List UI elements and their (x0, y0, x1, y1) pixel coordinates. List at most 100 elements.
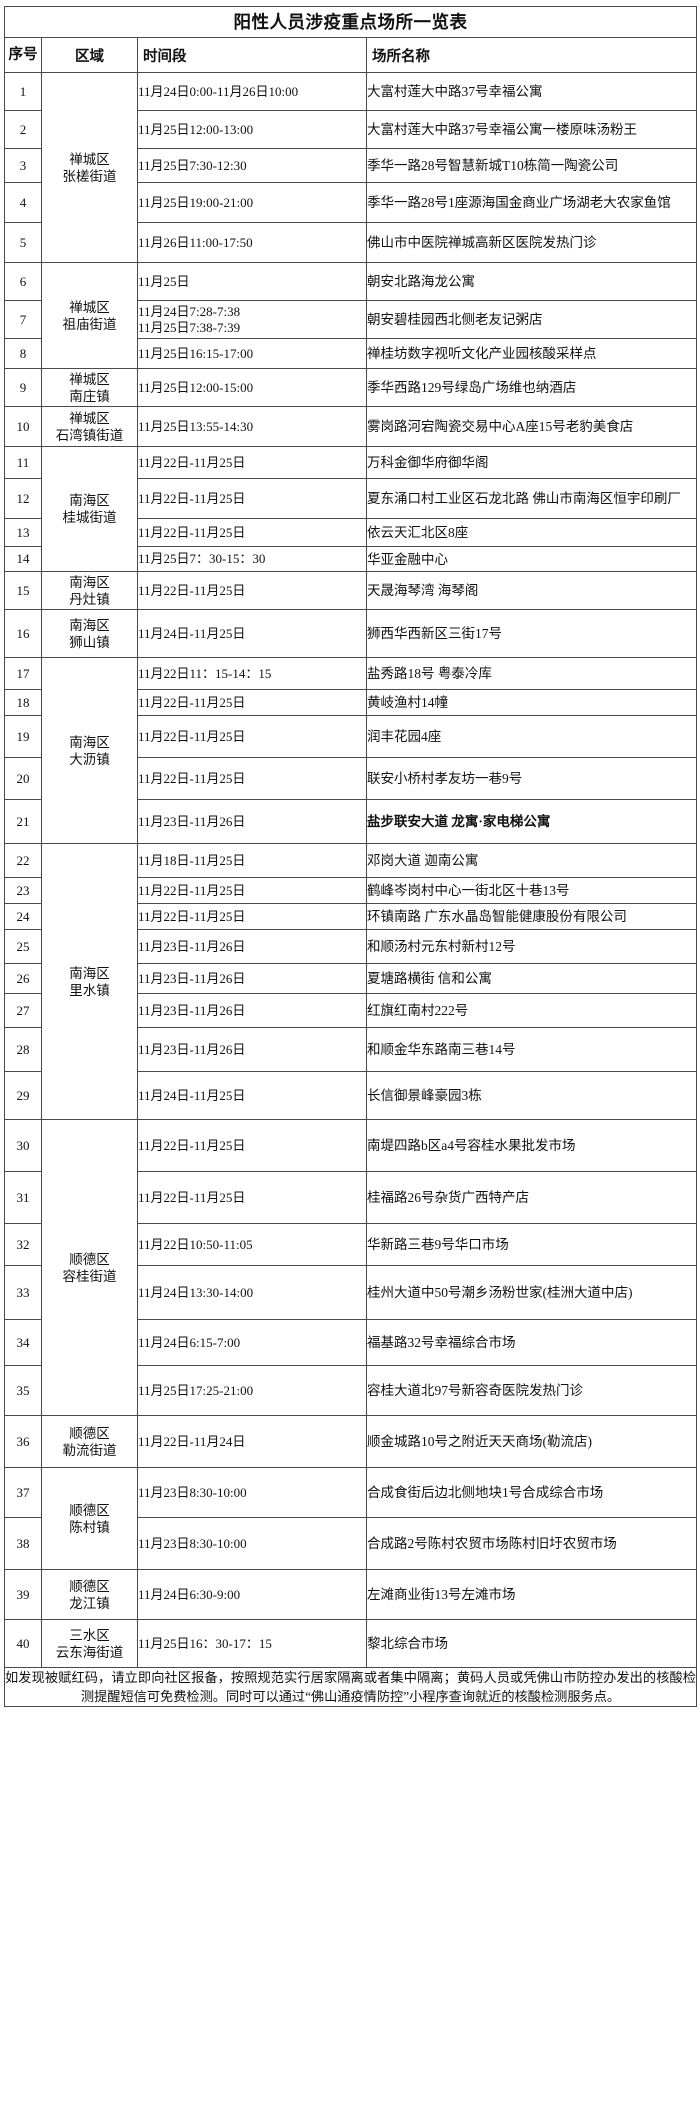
time-line: 11月22日-11月25日 (138, 694, 246, 710)
cell-place: 环镇南路 广东水晶岛智能健康股份有限公司 (366, 903, 697, 930)
region-line: 勒流街道 (62, 1442, 117, 1458)
cell-region: 顺德区 容桂街道 (41, 1119, 138, 1416)
cell-place: 和顺金华东路南三巷14号 (366, 1027, 697, 1072)
cell-place: 依云天汇北区8座 (366, 518, 697, 547)
table-row: 14 11月25日7：30-15：30 华亚金融中心 (4, 546, 697, 572)
time-line: 11月25日13:55-14:30 (138, 418, 254, 434)
cell-time: 11月22日-11月25日 (137, 1119, 367, 1172)
time-line: 11月24日-11月25日 (138, 1087, 246, 1103)
cell-time: 11月23日8:30-10:00 (137, 1467, 367, 1518)
cell-time: 11月24日0:00-11月26日10:00 (137, 72, 367, 111)
cell-seq: 4 (4, 182, 42, 223)
time-line: 11月25日16:15-17:00 (138, 345, 254, 361)
cell-place: 盐步联安大道 龙寓·家电梯公寓 (366, 799, 697, 844)
table-row: 5 11月26日11:00-17:50 佛山市中医院禅城高新区医院发热门诊 (4, 222, 697, 263)
cell-seq: 32 (4, 1223, 42, 1266)
cell-place: 红旗红南村222号 (366, 993, 697, 1028)
time-line: 11月24日7:28-7:38 (138, 303, 241, 319)
cell-time: 11月24日7:28-7:38 11月25日7:38-7:39 (137, 300, 367, 339)
cell-seq: 2 (4, 110, 42, 149)
cell-place: 联安小桥村孝友坊一巷9号 (366, 757, 697, 800)
table-row: 26 11月23日-11月26日 夏塘路横街 信和公寓 (4, 963, 697, 994)
time-line: 11月24日-11月25日 (138, 625, 246, 641)
cell-seq: 25 (4, 929, 42, 964)
table-row: 17 南海区 大沥镇 11月22日11：15-14：15 盐秀路18号 粤泰冷库 (4, 657, 697, 844)
time-line: 11月25日16：30-17：15 (138, 1635, 272, 1651)
table-row: 36 顺德区 勒流街道 11月22日-11月24日 顺金城路10号之附近天天商场(勒流店… (4, 1415, 697, 1468)
cell-place: 大富村莲大中路37号幸福公寓一楼原味汤粉王 (366, 110, 697, 149)
column-header-time: 时间段 (137, 37, 367, 73)
table-title-row: 阳性人员涉疫重点场所一览表 (4, 6, 697, 38)
table-row: 40 三水区 云东海街道 11月25日16：30-17：15 黎北综合市场 (4, 1619, 697, 1668)
table-row: 35 11月25日17:25-21:00 容桂大道北97号新容奇医院发热门诊 (4, 1365, 697, 1416)
cell-region: 南海区 丹灶镇 (41, 571, 138, 610)
cell-time: 11月24日13:30-14:00 (137, 1265, 367, 1320)
cell-place: 华新路三巷9号华口市场 (366, 1223, 697, 1266)
table-row: 9 禅城区 南庄镇 11月25日12:00-15:00 季华西路129号绿岛广场维也纳酒… (4, 368, 697, 407)
table-row: 25 11月23日-11月26日 和顺汤村元东村新村12号 (4, 929, 697, 964)
cell-seq: 40 (4, 1619, 42, 1668)
region-line: 南海区 (69, 493, 110, 508)
time-line: 11月22日11：15-14：15 (138, 665, 272, 681)
cell-place: 桂州大道中50号潮乡汤粉世家(桂洲大道中店) (366, 1265, 697, 1320)
region-line: 禅城区 (69, 371, 110, 387)
cell-time: 11月22日-11月25日 (137, 715, 367, 758)
region-line: 南庄镇 (69, 388, 110, 404)
cell-time: 11月22日-11月25日 (137, 478, 367, 519)
time-line: 11月23日-11月26日 (138, 1002, 246, 1018)
cell-place: 润丰花园4座 (366, 715, 697, 758)
time-line: 11月22日-11月24日 (138, 1433, 246, 1449)
cell-time: 11月22日-11月25日 (137, 518, 367, 547)
region-line: 禅城区 (69, 299, 110, 315)
cell-time: 11月25日13:55-14:30 (137, 406, 367, 447)
cell-time: 11月22日-11月25日 (137, 877, 367, 904)
cell-region: 禅城区 张槎街道 (41, 72, 138, 263)
cell-seq: 3 (4, 148, 42, 183)
cell-place: 长信御景峰豪园3栋 (366, 1071, 697, 1120)
cell-region: 顺德区 陈村镇 (41, 1467, 138, 1570)
time-line: 11月23日-11月26日 (138, 970, 246, 986)
notice-page: 阳性人员涉疫重点场所一览表 序号 区域 时间段 场所名称 1 禅城区 张槎街道 11月… (4, 6, 697, 1707)
cell-region: 顺德区 勒流街道 (41, 1415, 138, 1468)
cell-time: 11月23日-11月26日 (137, 1027, 367, 1072)
time-line: 11月18日-11月25日 (138, 852, 246, 868)
time-line: 11月25日19:00-21:00 (138, 194, 254, 210)
cell-seq: 26 (4, 963, 42, 994)
footer-note: 如发现被赋红码，请立即向社区报备，按照规范实行居家隔离或者集中隔离；黄码人员或凭… (4, 1667, 697, 1707)
time-line: 11月22日-11月25日 (138, 490, 246, 506)
region-line: 顺德区 (69, 1251, 110, 1267)
cell-place: 夏东涌口村工业区石龙北路 佛山市南海区恒宇印刷厂 (366, 478, 697, 519)
cell-seq: 24 (4, 903, 42, 930)
cell-seq: 19 (4, 715, 42, 758)
cell-seq: 27 (4, 993, 42, 1028)
cell-place: 福基路32号幸福综合市场 (366, 1319, 697, 1366)
region-line: 顺德区 (69, 1578, 110, 1594)
time-line: 11月24日6:15-7:00 (138, 1334, 241, 1350)
cell-place: 左滩商业街13号左滩市场 (366, 1569, 697, 1620)
time-line: 11月26日11:00-17:50 (138, 234, 253, 250)
table-row: 1 禅城区 张槎街道 11月24日0:00-11月26日10:00 大富村莲大中路37号… (4, 72, 697, 263)
epidemic-sites-table: 阳性人员涉疫重点场所一览表 序号 区域 时间段 场所名称 1 禅城区 张槎街道 11月… (4, 6, 697, 1707)
cell-place: 雾岗路河宕陶瓷交易中心A座15号老豹美食店 (366, 406, 697, 447)
table-row: 4 11月25日19:00-21:00 季华一路28号1座源海国金商业广场湖老大农家… (4, 182, 697, 223)
region-line: 桂城街道 (62, 510, 117, 525)
cell-place: 合成食街后边北侧地块1号合成综合市场 (366, 1467, 697, 1518)
cell-region: 南海区 大沥镇 (41, 657, 138, 844)
cell-seq: 18 (4, 689, 42, 716)
cell-time: 11月25日 (137, 262, 367, 301)
table-row: 22 南海区 里水镇 11月18日-11月25日 邓岗大道 迦南公寓 (4, 843, 697, 1120)
cell-place: 华亚金融中心 (366, 546, 697, 572)
cell-place: 容桂大道北97号新容奇医院发热门诊 (366, 1365, 697, 1416)
cell-place: 黎北综合市场 (366, 1619, 697, 1668)
cell-seq: 13 (4, 518, 42, 547)
cell-seq: 22 (4, 843, 42, 878)
cell-seq: 10 (4, 406, 42, 447)
time-line: 11月25日17:25-21:00 (138, 1382, 254, 1398)
table-row: 10 禅城区 石湾镇街道 11月25日13:55-14:30 雾岗路河宕陶瓷交易中心A座… (4, 406, 697, 447)
cell-seq: 5 (4, 222, 42, 263)
region-line: 禅城区 (69, 410, 110, 426)
cell-region: 禅城区 祖庙街道 (41, 262, 138, 369)
cell-seq: 16 (4, 609, 42, 658)
region-line: 南海区 (69, 734, 110, 750)
table-row: 33 11月24日13:30-14:00 桂州大道中50号潮乡汤粉世家(桂洲大道中店… (4, 1265, 697, 1320)
